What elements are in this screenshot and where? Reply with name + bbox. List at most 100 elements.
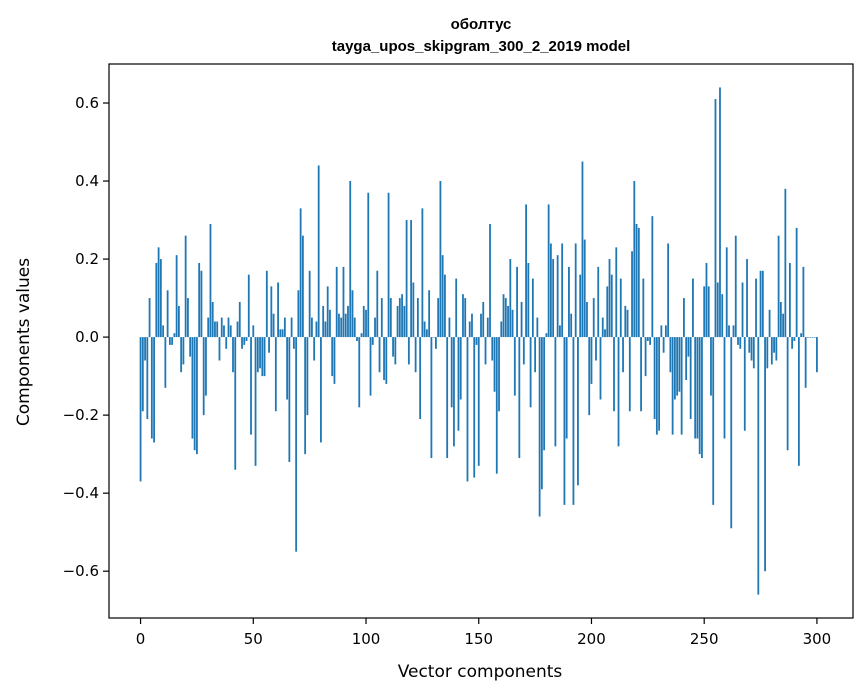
bar-48 (247, 274, 250, 338)
bar-161 (502, 294, 505, 338)
bar-238 (676, 337, 679, 396)
bar-77 (313, 337, 316, 361)
bar-159 (498, 337, 500, 412)
bar-148 (473, 337, 476, 478)
bar-121 (412, 282, 415, 338)
bar-180 (545, 333, 548, 338)
bar-58 (270, 286, 273, 338)
bar-53 (259, 337, 261, 369)
bar-230 (658, 337, 661, 431)
bar-262 (730, 337, 733, 529)
bar-260 (725, 247, 728, 338)
bar-114 (396, 305, 399, 338)
bar-186 (559, 325, 561, 338)
bar-203 (597, 266, 600, 338)
bar-97 (358, 337, 361, 408)
bar-270 (748, 337, 751, 353)
bar-290 (793, 337, 796, 341)
bar-15 (173, 333, 176, 338)
bar-292 (797, 337, 800, 466)
bar-98 (360, 333, 363, 338)
x-tick-label: 150 (464, 630, 493, 648)
bar-253 (710, 337, 712, 396)
bar-257 (719, 87, 721, 338)
bar-70 (297, 290, 300, 338)
bar-8 (157, 247, 160, 338)
bar-293 (800, 333, 803, 338)
bar-187 (561, 243, 564, 338)
bar-89 (340, 317, 343, 338)
bar-217 (628, 337, 631, 412)
bar-184 (554, 337, 557, 447)
bar-236 (671, 337, 674, 435)
bar-286 (784, 188, 787, 338)
bar-281 (773, 337, 775, 353)
bar-33 (214, 321, 216, 338)
bar-208 (608, 259, 611, 338)
bar-144 (464, 298, 467, 338)
bar-133 (439, 181, 442, 338)
bar-137 (448, 317, 451, 338)
bar-205 (601, 317, 604, 338)
bar-65 (286, 337, 289, 400)
bar-147 (471, 313, 473, 338)
bar-71 (299, 208, 302, 338)
bar-9 (159, 259, 162, 338)
bar-59 (272, 313, 275, 338)
bar-191 (570, 313, 573, 338)
bar-283 (777, 235, 780, 338)
bar-128 (428, 290, 431, 338)
bar-223 (642, 278, 645, 338)
bar-149 (475, 337, 478, 345)
bar-228 (653, 337, 656, 420)
bar-225 (646, 337, 649, 341)
bar-112 (392, 337, 394, 357)
bar-80 (320, 337, 322, 443)
bar-275 (759, 270, 762, 338)
bar-26 (198, 262, 201, 338)
bar-289 (791, 337, 794, 349)
bar-104 (374, 317, 376, 338)
bar-291 (795, 227, 798, 338)
bar-95 (353, 317, 356, 338)
bar-31 (209, 223, 212, 338)
bar-213 (619, 278, 622, 338)
bar-145 (466, 337, 469, 482)
bar-17 (177, 305, 180, 338)
bar-254 (712, 337, 715, 505)
bar-120 (410, 220, 413, 338)
bar-69 (295, 337, 298, 552)
bar-13 (168, 337, 171, 345)
bar-202 (595, 337, 597, 361)
bar-108 (383, 337, 385, 381)
bar-151 (480, 313, 482, 338)
bar-66 (288, 337, 291, 462)
bar-132 (437, 298, 440, 338)
bar-52 (256, 337, 259, 373)
bar-250 (703, 286, 706, 338)
bar-124 (419, 337, 422, 420)
bar-218 (631, 251, 633, 338)
bar-49 (250, 337, 252, 435)
bar-214 (622, 337, 624, 373)
bar-111 (389, 298, 392, 338)
bar-158 (495, 337, 498, 474)
bar-81 (322, 305, 325, 338)
bar-244 (689, 337, 692, 420)
bar-72 (301, 235, 304, 338)
bar-204 (599, 337, 602, 400)
bar-295 (804, 337, 807, 388)
bar-18 (180, 337, 183, 373)
bar-182 (549, 243, 552, 338)
bar-294 (802, 266, 805, 338)
bar-110 (387, 192, 390, 338)
bar-37 (223, 325, 225, 338)
bar-226 (649, 337, 651, 345)
bar-221 (637, 227, 640, 338)
bar-237 (673, 337, 676, 400)
bar-5 (150, 337, 153, 439)
bar-38 (225, 337, 228, 349)
bar-169 (520, 301, 523, 338)
bar-150 (477, 337, 480, 466)
bar-229 (655, 337, 658, 435)
